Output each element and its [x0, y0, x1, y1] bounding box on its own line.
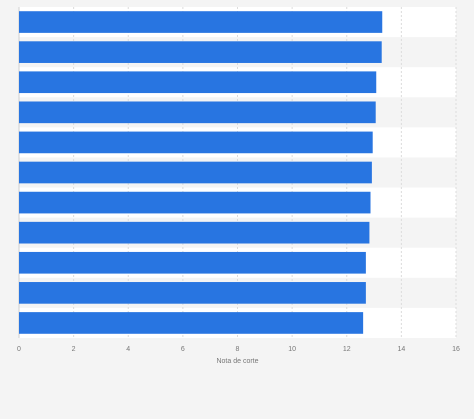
- bar[interactable]: [19, 312, 364, 334]
- x-tick-label: 4: [126, 346, 130, 353]
- bar[interactable]: [19, 251, 366, 274]
- x-tick-label: 2: [72, 346, 76, 353]
- bar[interactable]: [19, 191, 371, 214]
- x-tick-labels: 0 2 4 6 8 10 12 14 16: [17, 346, 460, 353]
- x-tick-label: 6: [181, 346, 185, 353]
- bar[interactable]: [19, 101, 376, 124]
- x-tick-label: 8: [236, 346, 240, 353]
- x-tick-label: 12: [343, 346, 351, 353]
- bar[interactable]: [19, 11, 383, 33]
- bar[interactable]: [19, 221, 370, 244]
- x-tick-label: 16: [452, 346, 460, 353]
- bar[interactable]: [19, 71, 377, 94]
- bar[interactable]: [19, 161, 372, 184]
- bar[interactable]: [19, 282, 366, 304]
- x-tick-label: 10: [288, 346, 296, 353]
- bar[interactable]: [19, 131, 373, 154]
- x-tick-label: 14: [397, 346, 405, 353]
- bars: [19, 11, 383, 334]
- bar[interactable]: [19, 41, 382, 63]
- x-axis-label: Nota de corte: [216, 358, 258, 365]
- x-tick-label: 0: [17, 346, 21, 353]
